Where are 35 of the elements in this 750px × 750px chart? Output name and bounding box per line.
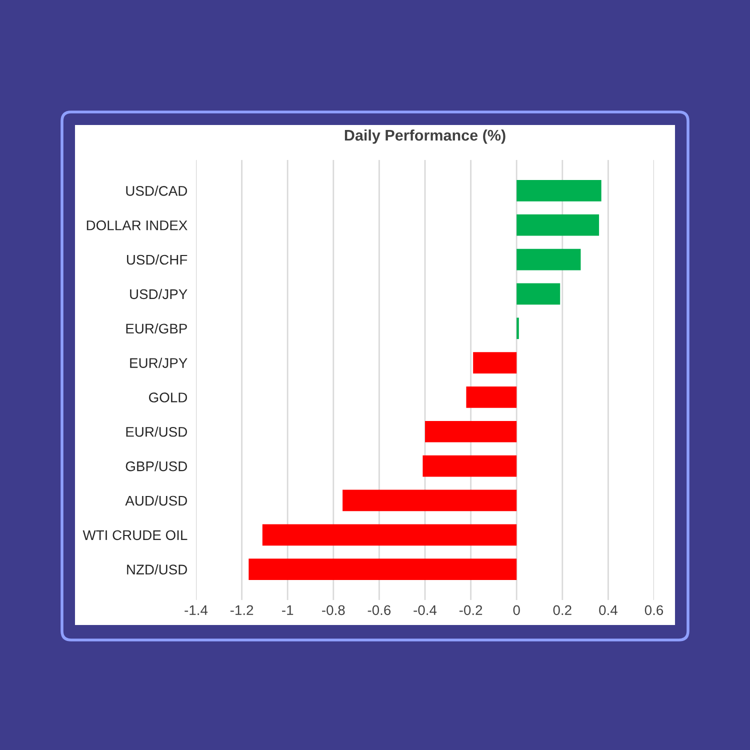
- x-tick-label: 0.2: [553, 605, 572, 616]
- x-tick-label: -0.8: [322, 605, 345, 616]
- bar: [262, 524, 517, 546]
- y-tick-label: AUD/USD: [125, 495, 187, 506]
- x-tick-label: -1.4: [184, 605, 208, 615]
- bar: [342, 490, 517, 512]
- bar: [516, 248, 581, 270]
- y-tick-label: USD/CHF: [127, 254, 188, 265]
- x-tick-label: -0.2: [459, 605, 482, 616]
- bar: [466, 386, 517, 408]
- x-tick-label: -0.6: [368, 605, 391, 616]
- bar: [425, 420, 517, 442]
- bar: [248, 558, 517, 580]
- x-tick-label: -1: [282, 605, 294, 615]
- bar: [516, 180, 602, 202]
- x-tick-label: -1.2: [230, 605, 254, 615]
- y-tick-label: EUR/USD: [126, 426, 187, 437]
- y-tick-label: NZD/USD: [127, 564, 187, 574]
- bar: [516, 214, 600, 236]
- bar: [516, 283, 560, 305]
- x-tick-label: 0: [513, 605, 520, 616]
- chart-title: Daily Performance (%): [344, 129, 506, 144]
- bar: [422, 455, 517, 477]
- bar: [473, 352, 517, 374]
- y-tick-label: GBP/USD: [126, 461, 187, 472]
- y-tick-label: DOLLAR INDEX: [86, 220, 188, 230]
- y-tick-label: WTI CRUDE OIL: [82, 530, 188, 540]
- x-tick-label: -0.4: [414, 605, 437, 616]
- y-tick-label: USD/CAD: [126, 186, 187, 196]
- y-tick-label: GOLD: [149, 392, 188, 402]
- x-tick-label: 0.6: [644, 605, 664, 616]
- y-tick-label: EUR/GBP: [126, 323, 187, 334]
- x-tick-label: 0.4: [599, 605, 618, 616]
- y-tick-label: EUR/JPY: [130, 358, 188, 368]
- y-tick-label: USD/JPY: [130, 288, 188, 300]
